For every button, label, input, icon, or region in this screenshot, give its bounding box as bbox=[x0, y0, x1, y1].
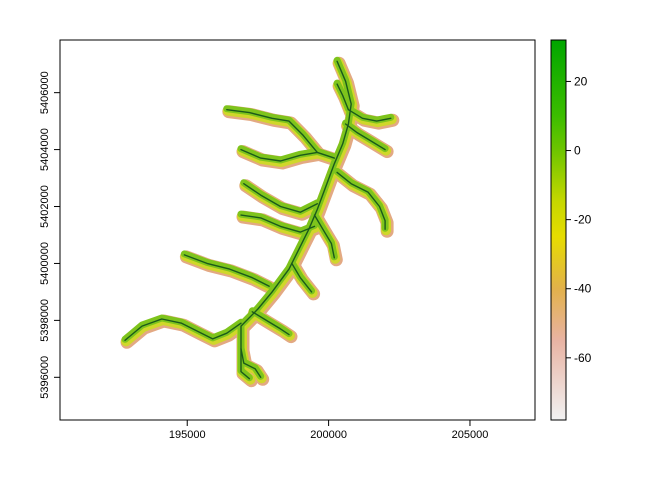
stream-line bbox=[240, 148, 335, 162]
stream-buffer-inner bbox=[248, 307, 293, 338]
stream-line bbox=[344, 123, 386, 151]
stream-line bbox=[313, 214, 335, 259]
y-tick-label: 5404000 bbox=[39, 128, 51, 171]
stream-line-group bbox=[124, 60, 392, 380]
stream-line bbox=[240, 348, 262, 378]
y-tick-label: 5398000 bbox=[39, 299, 51, 342]
legend-tick-label: -20 bbox=[574, 213, 592, 227]
stream-line bbox=[226, 108, 318, 154]
colorbar-ticks: 20 0 -20 -40 -60 bbox=[566, 74, 592, 365]
y-tick-label: 5402000 bbox=[39, 185, 51, 228]
stream-line bbox=[336, 83, 350, 111]
stream-line bbox=[251, 311, 290, 336]
y-tick-label: 5400000 bbox=[39, 242, 51, 285]
y-tick-label: 5396000 bbox=[39, 356, 51, 399]
stream-buffer-inner bbox=[121, 314, 245, 343]
stream-line bbox=[243, 182, 318, 213]
color-legend: 20 0 -20 -40 -60 bbox=[550, 39, 592, 421]
x-tick-label: 195000 bbox=[169, 429, 206, 441]
x-tick-label: 200000 bbox=[310, 429, 347, 441]
legend-tick-label: -60 bbox=[574, 351, 592, 365]
legend-tick-label: 20 bbox=[574, 74, 588, 88]
y-tick-label: 5406000 bbox=[39, 71, 51, 114]
legend-tick-label: -40 bbox=[574, 282, 592, 296]
stream-line bbox=[124, 318, 242, 341]
colorbar bbox=[550, 39, 567, 421]
stream-line bbox=[240, 214, 316, 233]
stream-buffer-inner bbox=[344, 105, 395, 124]
stream-line bbox=[291, 262, 313, 293]
x-axis: 195000 200000 205000 bbox=[169, 420, 488, 441]
stream-network bbox=[120, 56, 400, 388]
stream-line bbox=[347, 108, 392, 122]
x-tick-label: 205000 bbox=[452, 429, 489, 441]
stream-buffer-inner bbox=[180, 250, 273, 289]
stream-buffer-inner bbox=[342, 119, 389, 153]
stream-buffer-inner bbox=[237, 210, 318, 235]
stream-line bbox=[183, 254, 270, 287]
stream-buffer-inner bbox=[240, 179, 321, 215]
stream-line bbox=[336, 171, 386, 231]
legend-tick-label: 0 bbox=[574, 144, 581, 158]
y-axis: 5396000 5398000 5400000 5402000 5404000 54060… bbox=[39, 71, 60, 399]
plot-area bbox=[59, 39, 536, 421]
